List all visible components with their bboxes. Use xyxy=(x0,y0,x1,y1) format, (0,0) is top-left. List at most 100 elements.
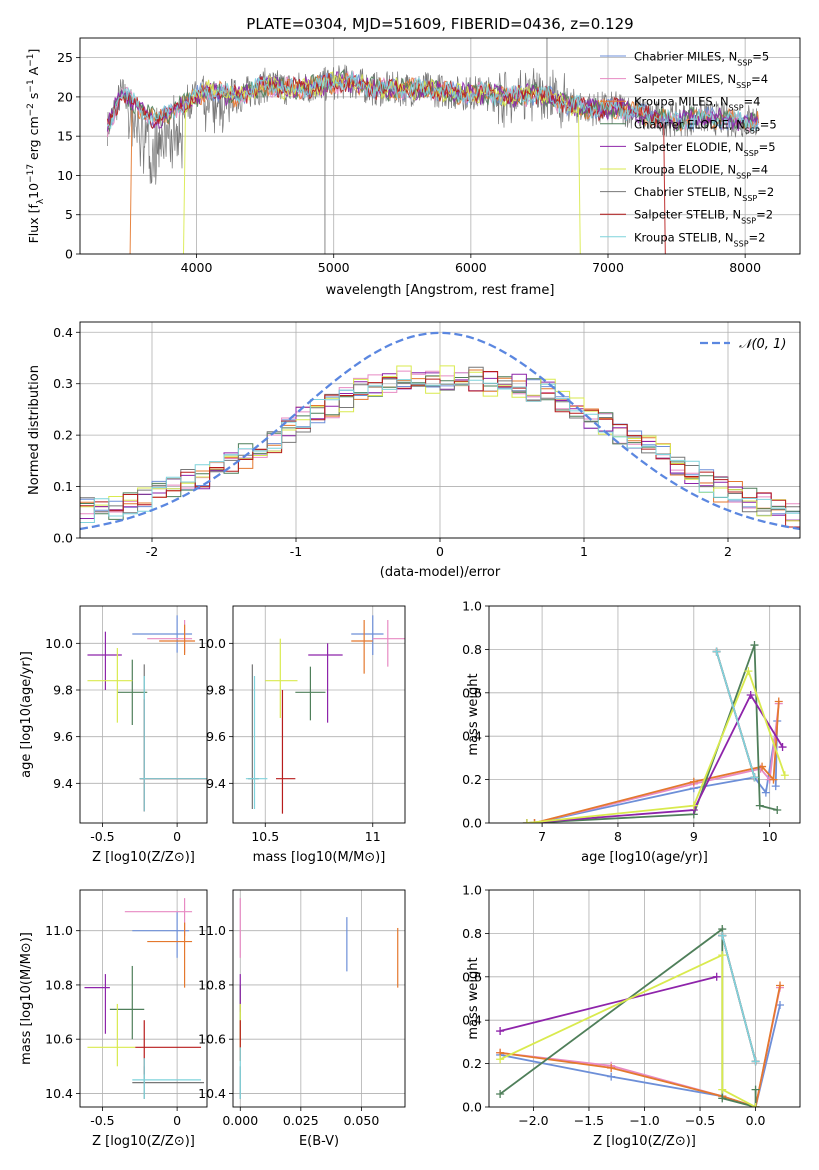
errorbar-salpeter_elodie xyxy=(84,974,110,1034)
errorbar-kroupa_miles xyxy=(351,620,373,674)
x-tick-label: 2 xyxy=(724,544,732,559)
y-tick-label: 0.2 xyxy=(53,428,73,443)
y-tick-label: 0.0 xyxy=(53,531,73,546)
legend-label-gauss: 𝒩(0, 1) xyxy=(739,337,786,352)
series-kroupa_stelib xyxy=(718,931,760,1066)
series-marker xyxy=(773,805,782,814)
x-tick-label: 11 xyxy=(365,829,381,844)
grid-age_vs_Z xyxy=(80,606,207,823)
y-tick-label: 0.8 xyxy=(462,642,482,657)
x-axis-label: wavelength [Angstrom, rest frame] xyxy=(326,283,555,298)
x-tick-label: -0.5 xyxy=(90,1113,114,1128)
y-tick-label: 9.8 xyxy=(53,683,73,698)
series-chabrier_elodie xyxy=(496,925,760,1107)
y-tick-label: 0.8 xyxy=(462,926,482,941)
spectrum-model-kroupa_elodie xyxy=(183,71,581,254)
series-marker xyxy=(718,951,727,960)
x-tick-label: 8 xyxy=(614,829,622,844)
y-tick-label: 0.2 xyxy=(462,772,482,787)
errorbar-chabrier_elodie xyxy=(117,659,148,725)
series-marker xyxy=(712,647,721,656)
x-axis-label: age [log10(age/yr)] xyxy=(581,850,708,865)
series-line xyxy=(721,935,757,1062)
series-kroupa_stelib xyxy=(712,647,759,782)
hist-salpeter_stelib xyxy=(80,371,800,528)
plot-area-spectrum xyxy=(106,38,760,254)
errorbar-kroupa_stelib xyxy=(139,676,207,812)
x-tick-label: 0.050 xyxy=(343,1113,379,1128)
series-marker xyxy=(496,1055,505,1064)
y-axis-label: mass weight xyxy=(466,673,481,755)
y-tick-label: 9.6 xyxy=(206,729,226,744)
legend-label: Chabrier STELIB, NSSP=2 xyxy=(634,185,774,203)
plot-area-age_vs_Z xyxy=(87,615,207,812)
y-axis-label: mass weight xyxy=(466,957,481,1039)
y-tick-label: 0.0 xyxy=(462,816,482,831)
series-marker xyxy=(750,773,759,782)
axes-frame xyxy=(232,605,406,824)
series-line xyxy=(499,985,781,1107)
series-marker xyxy=(751,1057,760,1066)
series-salpeter_elodie xyxy=(496,972,721,1036)
figure-title: PLATE=0304, MJD=51609, FIBERID=0436, z=0… xyxy=(246,15,633,33)
series-marker xyxy=(607,1063,616,1072)
axes-frame xyxy=(232,889,406,1108)
legend-label: Kroupa STELIB, NSSP=2 xyxy=(634,230,765,248)
spectrum-model-kroupa_stelib xyxy=(106,71,759,132)
legend-label: Kroupa ELODIE, NSSP=4 xyxy=(634,163,768,181)
x-tick-label: 0 xyxy=(173,829,181,844)
axes-frame xyxy=(488,605,801,824)
panel-spectrum: 4000 5000 6000 7000 8000 0 5 10 15 20 25 Flux [fλ10… xyxy=(26,37,801,298)
panel-residuals: -2 -1 0 1 2 0.0 0.1 0.2 0.3 0.4 (data-model)/error… xyxy=(27,321,801,580)
legend-label: Chabrier ELODIE, NSSP=5 xyxy=(634,117,777,135)
y-tick-label: 10.0 xyxy=(45,636,73,651)
errorbar-chabrier_miles xyxy=(132,911,190,958)
series-marker xyxy=(776,981,785,990)
plot-area-weight_vs_age xyxy=(522,641,789,823)
x-tick-label: 10 xyxy=(762,829,778,844)
legend-label: Salpeter ELODIE, NSSP=5 xyxy=(634,140,776,158)
legend-spectrum: Chabrier MILES, NSSP=5 Salpeter MILES, NS… xyxy=(600,50,777,248)
series-line xyxy=(499,975,717,1032)
axes-frame xyxy=(79,321,801,539)
y-tick-label: 0.4 xyxy=(53,325,73,340)
y-tick-label: 0 xyxy=(65,247,73,262)
series-marker xyxy=(689,801,698,810)
x-axis-label: Z [log10(Z/Z⊙)] xyxy=(92,1134,195,1149)
x-tick-label: 6000 xyxy=(455,260,487,275)
y-tick-label: 5 xyxy=(65,207,73,222)
y-tick-label: 0.3 xyxy=(53,376,73,391)
series-salpeter_miles xyxy=(530,699,783,823)
series-marker xyxy=(718,1094,727,1103)
legend-label: Chabrier MILES, NSSP=5 xyxy=(634,50,769,68)
errorbar-salpeter_stelib xyxy=(276,690,296,814)
y-tick-label: 11.0 xyxy=(198,923,226,938)
series-marker xyxy=(522,819,531,823)
series-marker xyxy=(769,775,778,784)
errorbar-kroupa_stelib xyxy=(132,1058,202,1099)
y-tick-label: 0.4 xyxy=(462,729,482,744)
series-marker xyxy=(780,771,789,780)
axes-frame xyxy=(488,889,801,1108)
series-marker xyxy=(761,788,770,797)
errorbar-chabrier_stelib xyxy=(139,664,207,812)
axes-frame xyxy=(79,605,208,824)
x-tick-label: 7000 xyxy=(592,260,624,275)
errorbar-chabrier_elodie xyxy=(295,666,326,721)
series-marker xyxy=(755,801,764,810)
plot-area-residuals xyxy=(80,331,800,531)
series-marker xyxy=(530,819,539,823)
y-tick-label: 20 xyxy=(57,89,73,104)
y-tick-label: 0.6 xyxy=(462,969,482,984)
series-line xyxy=(534,703,780,823)
y-tick-label: 9.6 xyxy=(53,729,73,744)
series-salpeter_elodie xyxy=(522,690,787,823)
grid-mass_vs_ebv xyxy=(233,890,405,1107)
series-line xyxy=(526,668,786,823)
legend-label: Salpeter STELIB, NSSP=2 xyxy=(634,208,773,226)
y-tick-label: 10.8 xyxy=(45,977,73,992)
series-marker xyxy=(751,1103,760,1107)
y-tick-label: 0.0 xyxy=(462,1100,482,1115)
y-tick-label: 0.6 xyxy=(462,685,482,700)
